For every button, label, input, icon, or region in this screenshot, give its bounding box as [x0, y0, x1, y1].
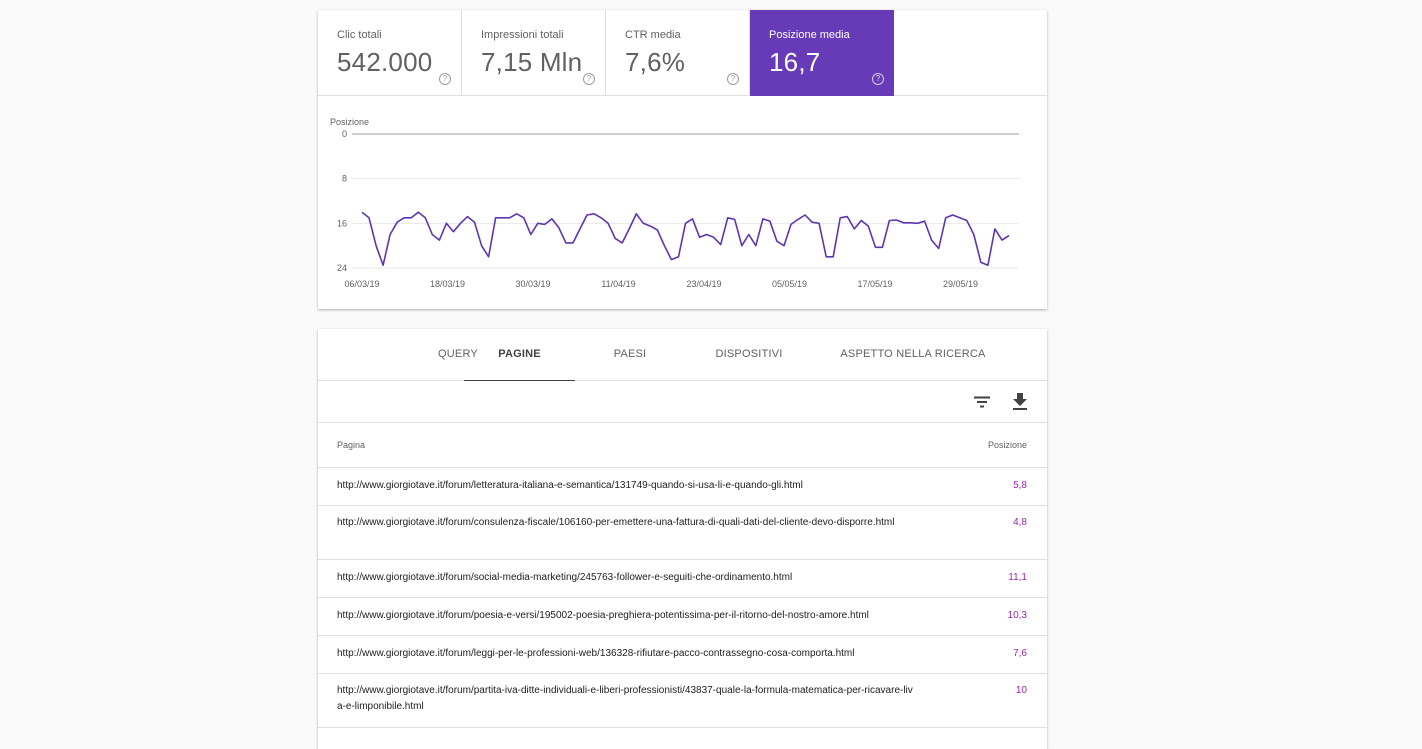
x-tick-label: 06/03/19: [344, 279, 379, 289]
x-tick-label: 29/05/19: [943, 279, 978, 289]
column-header-page[interactable]: Pagina: [337, 440, 366, 450]
metric-total-impressions[interactable]: Impressioni totali 7,15 Mln ?: [462, 10, 606, 96]
metric-average-ctr[interactable]: CTR media 7,6% ?: [606, 10, 750, 96]
table-row[interactable]: http://www.giorgiotave.it/forum/consulen…: [318, 506, 1047, 560]
metric-tiles: Clic totali 542.000 ? Impressioni totali…: [318, 10, 1047, 96]
x-tick-label: 17/05/19: [857, 279, 892, 289]
tab-aspetto-nella-ricerca[interactable]: ASPETTO NELLA RICERCA: [840, 348, 986, 360]
position-line-chart: Posizione 0 8 16 24 06/03/19 18/03/19 30/03/1…: [330, 117, 1019, 289]
chart-grid: [352, 133, 1019, 269]
table-header: Pagina Posizione: [318, 423, 1047, 468]
filter-list-icon[interactable]: [970, 390, 994, 414]
metric-value: 7,6%: [625, 47, 686, 77]
x-tick-label: 11/04/19: [601, 279, 635, 289]
help-icon[interactable]: ?: [439, 73, 451, 85]
metric-label: Impressioni totali: [481, 29, 564, 41]
position-value: 7,6: [1013, 648, 1027, 659]
series-line-position: [361, 211, 1010, 266]
x-tick-label: 18/03/19: [430, 279, 465, 289]
position-value: 4,8: [1013, 517, 1027, 528]
table-row[interactable]: http://www.giorgiotave.it/forum/social-m…: [318, 560, 1047, 598]
y-axis-ticks: 0 8 16 24: [337, 129, 347, 273]
help-icon[interactable]: ?: [872, 73, 884, 85]
table-toolbar: [318, 381, 1047, 423]
y-axis-label: Posizione: [330, 117, 369, 127]
page-url[interactable]: http://www.giorgiotave.it/forum/social-m…: [337, 572, 793, 583]
x-tick-label: 30/03/19: [515, 279, 550, 289]
metric-label: Posizione media: [769, 29, 850, 41]
x-tick-label: 23/04/19: [686, 279, 721, 289]
dimensions-table-card: QUERY PAGINE PAESI DISPOSITIVI ASPETTO N…: [318, 329, 1047, 749]
help-icon[interactable]: ?: [583, 73, 595, 85]
metric-total-clicks[interactable]: Clic totali 542.000 ?: [318, 10, 462, 96]
y-tick-label: 24: [337, 263, 347, 273]
download-icon[interactable]: [1008, 390, 1032, 414]
tab-paesi[interactable]: PAESI: [613, 348, 647, 360]
table-row[interactable]: http://www.giorgiotave.it/forum/poesia-e…: [318, 598, 1047, 636]
tab-query[interactable]: QUERY: [438, 348, 478, 360]
y-tick-label: 0: [342, 129, 347, 139]
tab-dispositivi[interactable]: DISPOSITIVI: [715, 348, 783, 360]
dimension-tabs: QUERY PAGINE PAESI DISPOSITIVI ASPETTO N…: [318, 329, 1047, 381]
metric-average-position[interactable]: Posizione media 16,7 ?: [750, 10, 894, 96]
position-value: 10,3: [1007, 610, 1027, 621]
metric-value: 7,15 Mln: [481, 47, 583, 77]
metric-value: 542.000: [337, 47, 433, 77]
page-url[interactable]: http://www.giorgiotave.it/forum/leggi-pe…: [337, 648, 855, 659]
help-icon[interactable]: ?: [727, 73, 739, 85]
column-header-position[interactable]: Posizione: [987, 440, 1027, 450]
performance-card: Clic totali 542.000 ? Impressioni totali…: [318, 10, 1047, 309]
page-url[interactable]: http://www.giorgiotave.it/forum/consulen…: [337, 517, 895, 528]
table-row[interactable]: http://www.giorgiotave.it/forum/leggi-pe…: [318, 636, 1047, 674]
metric-label: CTR media: [625, 29, 681, 41]
x-axis-ticks: 06/03/19 18/03/19 30/03/19 11/04/19 23/04/19…: [344, 279, 978, 289]
metric-value: 16,7: [769, 47, 821, 77]
page-url[interactable]: http://www.giorgiotave.it/forum/partita-…: [337, 685, 913, 712]
x-tick-label: 05/05/19: [772, 279, 807, 289]
position-value: 11,1: [1008, 572, 1027, 583]
y-tick-label: 8: [342, 174, 347, 184]
y-tick-label: 16: [337, 218, 347, 228]
position-value: 10: [1015, 685, 1027, 696]
page-url[interactable]: http://www.giorgiotave.it/forum/poesia-e…: [337, 610, 869, 621]
tab-pagine[interactable]: PAGINE: [464, 329, 575, 381]
table-row[interactable]: http://www.giorgiotave.it/forum/letterat…: [318, 468, 1047, 506]
position-value: 5,8: [1013, 480, 1027, 491]
table-row[interactable]: http://www.giorgiotave.it/forum/partita-…: [318, 674, 1047, 728]
metric-label: Clic totali: [337, 29, 382, 41]
page-url[interactable]: http://www.giorgiotave.it/forum/letterat…: [337, 480, 803, 491]
